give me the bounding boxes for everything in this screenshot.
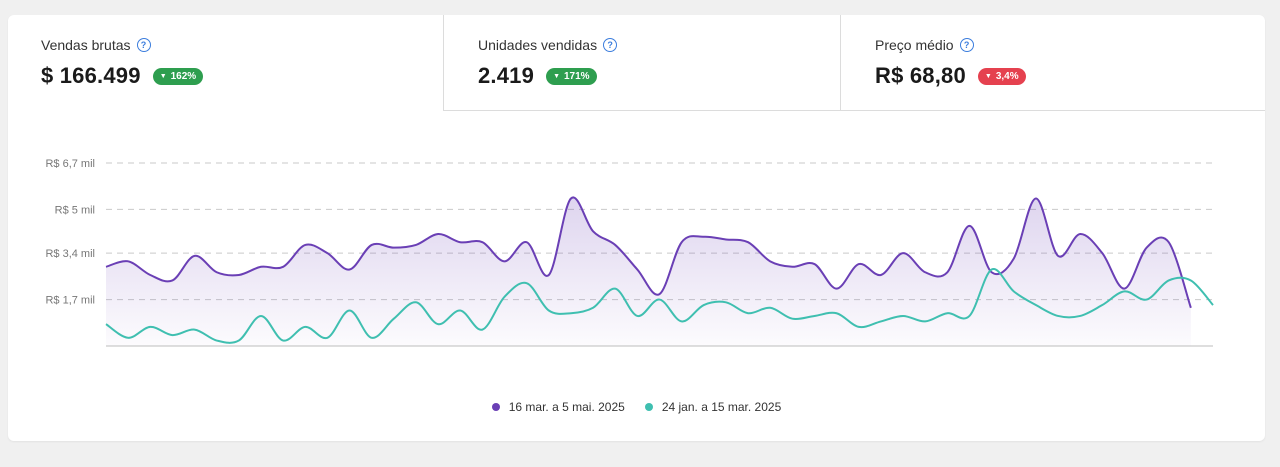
triangle-icon: ▼ bbox=[553, 72, 560, 80]
legend-dot bbox=[491, 403, 500, 411]
help-circle-icon[interactable]: ? bbox=[959, 38, 974, 52]
metric-value: $ 166.499 bbox=[41, 63, 141, 88]
series-line-current[interactable] bbox=[105, 196, 1192, 309]
metrics-row: Vendas brutas ? $ 166.499 ▼ 162% Unidade… bbox=[8, 15, 1265, 111]
sales-overview-card: Vendas brutas ? $ 166.499 ▼ 162% Unidade… bbox=[8, 15, 1265, 441]
metric-value: R$ 68,80 bbox=[875, 63, 966, 88]
legend-label: 24 jan. a 15 mar. 2025 bbox=[661, 400, 782, 414]
legend-dot bbox=[644, 403, 653, 411]
triangle-icon: ▼ bbox=[159, 72, 167, 80]
metric-label: Preço médio bbox=[875, 37, 954, 53]
y-tick-label: R$ 3,4 mil bbox=[45, 248, 95, 260]
change-badge: ▼ 171% bbox=[546, 67, 597, 85]
y-tick-label: R$ 1,7 mil bbox=[45, 295, 95, 307]
metric-label: Unidades vendidas bbox=[478, 37, 598, 53]
y-tick-label: R$ 5 mil bbox=[55, 204, 95, 216]
metric-average-price[interactable]: Preço médio ? R$ 68,80 ▼ 3,4% bbox=[840, 15, 1265, 111]
chart-legend: 16 mar. a 5 mai. 2025 24 jan. a 15 mar. … bbox=[8, 399, 1265, 415]
change-badge: ▼ 3,4% bbox=[977, 67, 1026, 85]
metric-label: Vendas brutas bbox=[41, 37, 131, 53]
series-line-previous[interactable] bbox=[105, 268, 1214, 344]
change-value: 171% bbox=[564, 70, 590, 82]
series-area bbox=[106, 197, 1191, 346]
y-tick-label: R$ 6,7 mil bbox=[45, 158, 95, 170]
legend-label: 16 mar. a 5 mai. 2025 bbox=[508, 400, 625, 414]
metric-value: 2.419 bbox=[478, 63, 535, 88]
legend-item-previous[interactable]: 24 jan. a 15 mar. 2025 bbox=[644, 400, 782, 414]
change-value: 3,4% bbox=[995, 70, 1019, 82]
metric-units-sold[interactable]: Unidades vendidas ? 2.419 ▼ 171% bbox=[443, 15, 841, 111]
metric-gross-sales[interactable]: Vendas brutas ? $ 166.499 ▼ 162% bbox=[8, 15, 444, 111]
change-value: 162% bbox=[170, 70, 197, 82]
help-circle-icon[interactable]: ? bbox=[603, 38, 618, 52]
help-circle-icon[interactable]: ? bbox=[136, 38, 151, 52]
legend-item-current[interactable]: 16 mar. a 5 mai. 2025 bbox=[491, 400, 625, 414]
triangle-icon: ▼ bbox=[984, 72, 992, 80]
change-badge: ▼ 162% bbox=[152, 67, 204, 85]
